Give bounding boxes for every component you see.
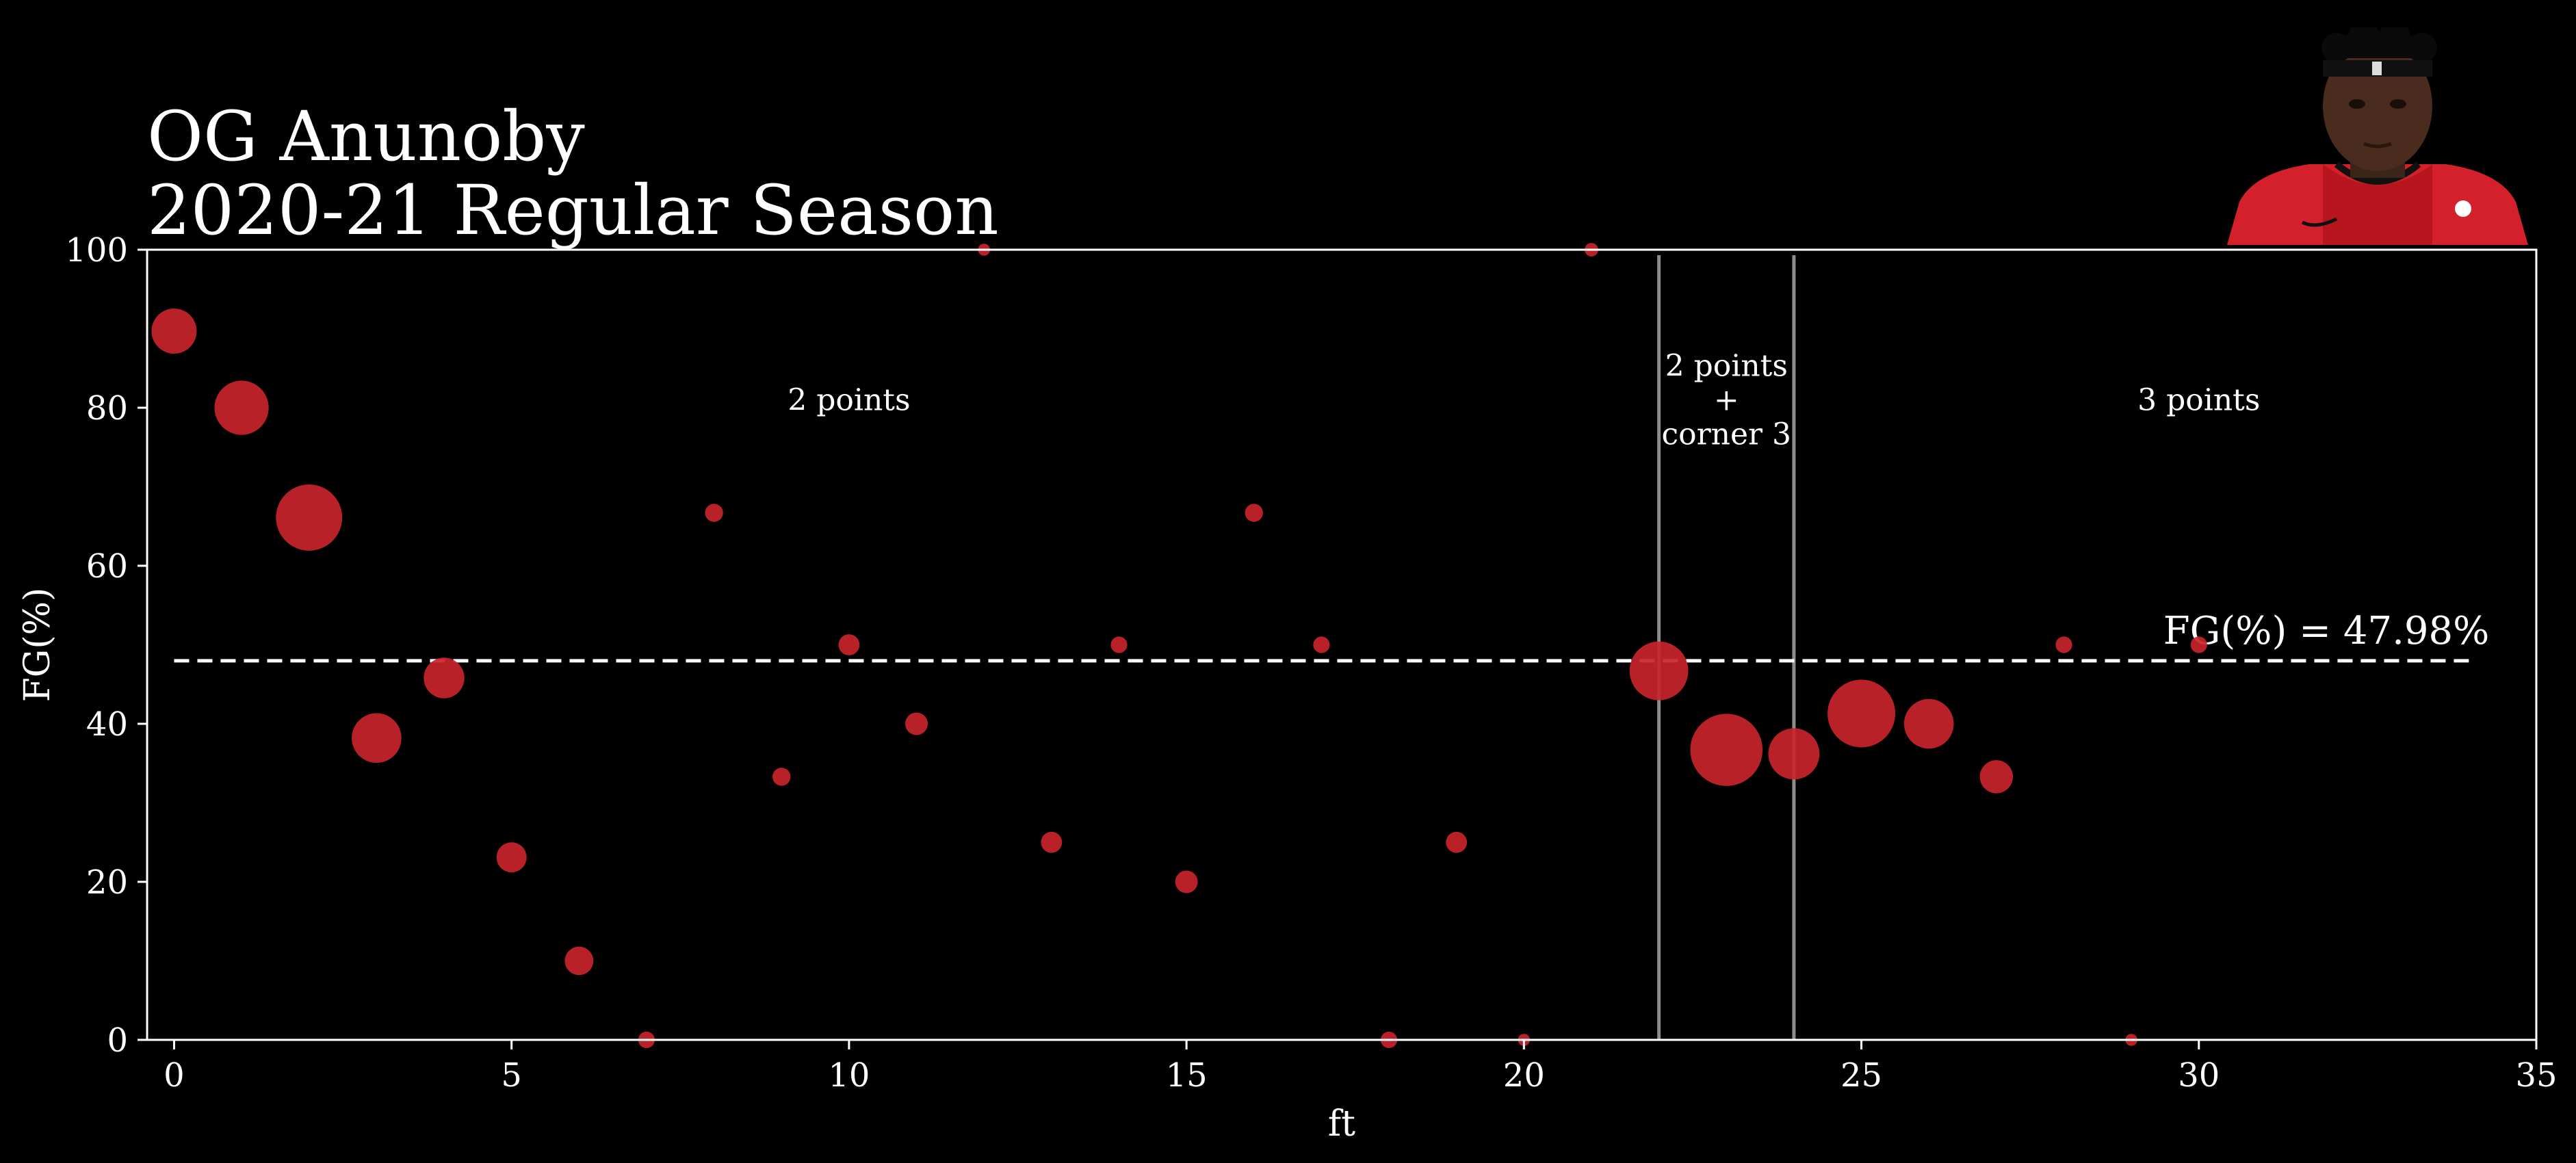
data-point — [1903, 698, 1954, 749]
x-tick-label: 35 — [2515, 1056, 2557, 1095]
y-tick-label: 60 — [86, 547, 128, 586]
data-point — [1690, 714, 1763, 786]
data-point — [1110, 636, 1128, 653]
zone-label: 3 points — [2137, 382, 2260, 417]
zone-label: corner 3 — [1661, 417, 1791, 452]
data-point — [905, 712, 928, 735]
data-point — [1979, 760, 2014, 794]
data-point — [151, 308, 197, 354]
zone-label: 2 points — [788, 382, 910, 417]
x-tick-label: 20 — [1503, 1056, 1545, 1095]
chart-title-player: OG Anunoby — [147, 96, 585, 177]
y-axis-label: FG(%) — [17, 588, 58, 703]
data-point — [1245, 504, 1263, 522]
x-axis-label: ft — [1328, 1103, 1355, 1145]
player-photo — [2227, 27, 2528, 245]
data-point — [838, 634, 860, 655]
data-point — [1629, 641, 1689, 701]
zone-label: 2 points — [1665, 348, 1788, 383]
data-point — [2055, 636, 2072, 653]
y-tick-label: 40 — [86, 705, 128, 744]
data-point — [1827, 679, 1896, 748]
mean-line: FG(%) = 47.98% — [174, 609, 2490, 663]
data-point — [214, 380, 269, 435]
mean-fg-label: FG(%) = 47.98% — [2163, 609, 2490, 653]
zone-label: + — [1714, 382, 1739, 417]
y-tick-label: 0 — [107, 1021, 128, 1060]
x-tick-label: 5 — [501, 1056, 522, 1095]
data-point — [276, 484, 343, 551]
data-point — [705, 504, 723, 522]
axes: 0 5 10 15 20 25 30 35 0 20 40 60 80 100 ft FG(%) — [17, 231, 2558, 1145]
y-tick-label: 80 — [86, 389, 128, 428]
chart-title-season: 2020-21 Regular Season — [147, 170, 999, 250]
plot-frame — [146, 248, 2538, 1041]
x-tick-label: 0 — [164, 1056, 185, 1095]
x-tick-label: 15 — [1166, 1056, 1208, 1095]
data-point — [1175, 870, 1198, 893]
y-tick-label: 20 — [86, 863, 128, 902]
x-tick-label: 10 — [828, 1056, 870, 1095]
x-tick-label: 30 — [2178, 1056, 2220, 1095]
data-point — [424, 657, 465, 698]
data-point — [496, 842, 527, 873]
data-point — [1313, 636, 1330, 653]
data-point — [1446, 831, 1468, 853]
data-point — [352, 713, 402, 763]
data-points — [151, 243, 2207, 1049]
data-point — [1768, 728, 1820, 780]
data-point — [564, 946, 594, 976]
y-tick-label: 100 — [65, 231, 128, 270]
data-point — [772, 768, 791, 786]
data-point — [1041, 831, 1063, 853]
data-point — [2190, 636, 2207, 653]
x-tick-label: 25 — [1840, 1056, 1882, 1095]
